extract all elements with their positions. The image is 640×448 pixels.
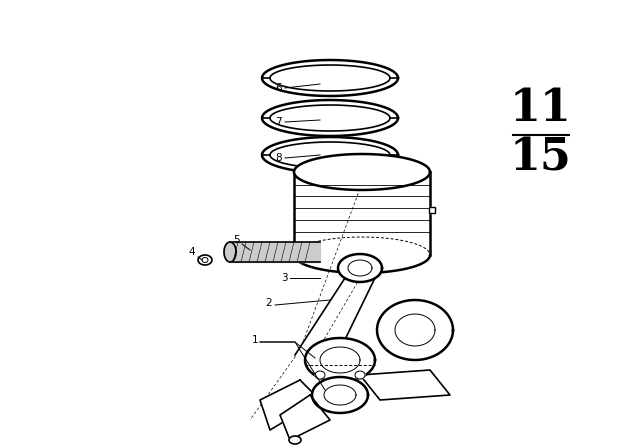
Text: 7: 7 [275,117,282,127]
Polygon shape [230,242,320,262]
Polygon shape [312,377,368,413]
Polygon shape [260,380,320,430]
Text: 15: 15 [510,137,572,180]
Text: 5: 5 [234,235,240,245]
Text: 2: 2 [266,298,272,308]
Ellipse shape [315,371,325,379]
Ellipse shape [198,255,212,265]
Polygon shape [262,137,398,173]
Polygon shape [360,370,450,400]
Polygon shape [280,395,330,440]
Polygon shape [338,254,382,282]
Ellipse shape [355,371,365,379]
Polygon shape [262,100,398,136]
Polygon shape [305,338,375,382]
Polygon shape [377,300,453,360]
Text: 1: 1 [252,335,258,345]
Text: 4: 4 [188,247,195,257]
Ellipse shape [289,436,301,444]
Text: 3: 3 [282,273,288,283]
Polygon shape [262,60,398,96]
Text: 11: 11 [510,87,572,130]
Polygon shape [295,278,375,360]
Polygon shape [224,242,236,262]
Polygon shape [294,154,430,190]
Text: 6: 6 [275,83,282,93]
Text: 8: 8 [275,153,282,163]
